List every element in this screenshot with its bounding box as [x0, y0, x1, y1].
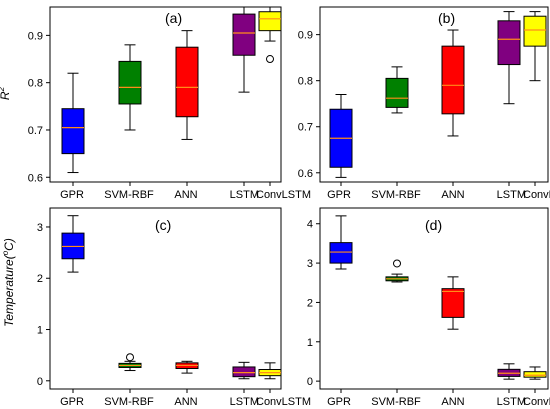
- panel-a-ytick-label: 0.8: [28, 78, 43, 90]
- panel-d-ytick-label: 1: [307, 337, 313, 349]
- panel-b-frame: [319, 6, 549, 183]
- panel-c-ytick-label: 2: [37, 273, 43, 285]
- ylabel-a-main: R: [0, 91, 12, 100]
- panel-c-ylabel: Temperature(oC): [1, 238, 16, 327]
- panel-c-xtick-label: ConvLSTM: [256, 396, 311, 408]
- panel-b-ytick-label: 0.9: [298, 30, 313, 42]
- panel-a-box-gpr: [61, 108, 85, 155]
- ylabel-a-sup: 2: [0, 87, 6, 91]
- panel-a-xtick-label: ConvLSTM: [256, 189, 311, 201]
- panel-d-box-svm-rbf-outlier: [393, 259, 401, 268]
- ylabel-c-sup: o: [0, 250, 10, 256]
- panel-d-ytick-label: 4: [307, 219, 313, 231]
- panel-d-xtick-label: ConvLSTM: [523, 396, 550, 408]
- panel-b-ytick-label: 0.7: [298, 122, 313, 134]
- panel-d-xtick-label: SVM-RBF: [371, 396, 421, 408]
- panel-a-ylabel: R2: [0, 87, 12, 100]
- panel-a-ytick-label: 0.7: [28, 125, 43, 137]
- panel-a-box-convlstm: [258, 11, 282, 32]
- panel-d-box-gpr: [329, 242, 353, 264]
- panel-c-ytick-label: 3: [37, 222, 43, 234]
- panel-a-xtick-label: ANN: [174, 189, 197, 201]
- panel-c-box-svm-rbf-outlier: [126, 353, 134, 362]
- panel-b-box-convlstm: [523, 15, 547, 47]
- panel-b-xtick-label: ANN: [441, 189, 464, 201]
- ylabel-c-tail: C): [1, 238, 16, 251]
- panel-a-ytick-label: 0.9: [28, 30, 43, 42]
- panel-b-ytick-label: 0.6: [298, 168, 313, 180]
- panel-b-box-ann: [441, 45, 465, 115]
- panel-a-xtick-label: GPR: [60, 189, 84, 201]
- panel-d-label: (d): [425, 217, 442, 233]
- panel-b-box-svm-rbf: [385, 77, 409, 108]
- panel-b-xtick-label: ConvLSTM: [523, 189, 550, 201]
- panel-c-ytick-label: 0: [37, 376, 43, 388]
- panel-c-ytick-label: 1: [37, 325, 43, 337]
- panel-b-box-lstm: [497, 20, 521, 66]
- panel-a-xtick-label: LSTM: [230, 189, 259, 201]
- panel-c-xtick-label: GPR: [60, 396, 84, 408]
- panel-c-frame: [49, 207, 282, 390]
- panel-a-label: (a): [165, 10, 182, 26]
- panel-b-xtick-label: LSTM: [497, 189, 526, 201]
- ylabel-c-main: Temperature(: [1, 255, 16, 327]
- panel-d-frame: [319, 207, 549, 390]
- panel-a-box-convlstm-outlier: [266, 55, 274, 64]
- panel-b-xtick-label: GPR: [327, 189, 351, 201]
- panel-d-xtick-label: ANN: [441, 396, 464, 408]
- panel-d-ytick-label: 3: [307, 258, 313, 270]
- panel-a-box-ann: [175, 46, 199, 118]
- panel-d-xtick-label: GPR: [327, 396, 351, 408]
- panel-d-ytick-label: 2: [307, 297, 313, 309]
- panel-b-label: (b): [438, 10, 455, 26]
- panel-c-xtick-label: ANN: [174, 396, 197, 408]
- panel-d-ytick-label: 0: [307, 376, 313, 388]
- panel-a-box-lstm: [232, 13, 256, 56]
- panel-d-box-ann: [441, 288, 465, 318]
- panel-b-ytick-label: 0.8: [298, 76, 313, 88]
- panel-d-box-convlstm: [523, 371, 547, 378]
- panel-b-xtick-label: SVM-RBF: [371, 189, 421, 201]
- panel-a-ytick-label: 0.6: [28, 172, 43, 184]
- panel-a-xtick-label: SVM-RBF: [104, 189, 154, 201]
- panel-c-xtick-label: SVM-RBF: [104, 396, 154, 408]
- panel-c-xtick-label: LSTM: [230, 396, 259, 408]
- panel-a-box-svm-rbf: [118, 60, 142, 105]
- panel-a-frame: [49, 6, 282, 183]
- panel-d-xtick-label: LSTM: [497, 396, 526, 408]
- panel-c-box-lstm: [232, 366, 256, 378]
- panel-c-label: (c): [155, 217, 171, 233]
